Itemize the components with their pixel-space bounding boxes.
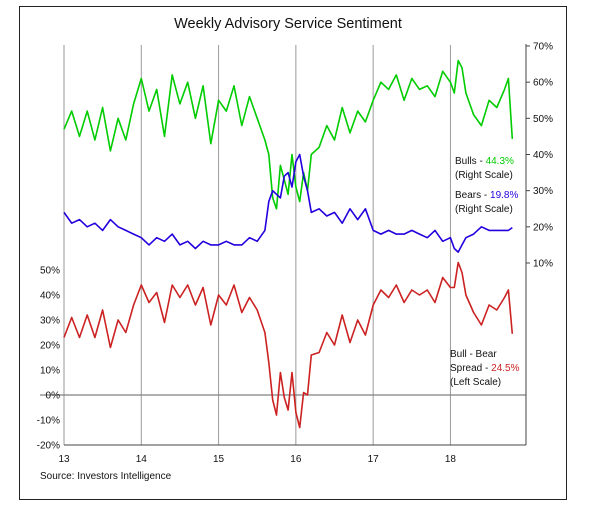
right-tick-label: 10% [533, 259, 553, 270]
x-tick-label: 14 [136, 454, 148, 465]
chart-title: Weekly Advisory Service Sentiment [174, 16, 402, 32]
chart-frame [19, 6, 567, 500]
legend: Bulls - 44.3% (Right Scale) Bears - 19.8% (… [450, 156, 520, 388]
x-tick-label: 18 [445, 454, 457, 465]
x-tick-label: 17 [368, 454, 380, 465]
legend-spread-title: Bull - Bear [450, 349, 497, 360]
legend-bulls-value: Bulls - 44.3% [455, 156, 514, 167]
x-tick-label: 16 [290, 454, 302, 465]
x-tick-label: 15 [213, 454, 225, 465]
legend-bears-value: Bears - 19.8% [455, 190, 518, 201]
left-tick-label: 40% [40, 291, 60, 302]
series-line-bulls [63, 59, 514, 210]
source-note: Source: Investors Intelligence [40, 471, 172, 482]
right-tick-label: 40% [533, 150, 553, 161]
left-tick-label: 0% [46, 391, 61, 402]
right-tick-label: 70% [533, 42, 553, 53]
left-tick-label: -20% [37, 441, 60, 452]
right-tick-label: 50% [533, 114, 553, 125]
legend-spread-value: Spread - 24.5% [450, 363, 520, 374]
right-tick-label: 20% [533, 222, 553, 233]
left-tick-label: 30% [40, 316, 60, 327]
left-tick-label: -10% [37, 416, 60, 427]
legend-bulls-scale: (Right Scale) [455, 170, 513, 181]
series-line-bears [63, 153, 513, 253]
series-line-bull-bear-spread [63, 261, 514, 429]
legend-spread-scale: (Left Scale) [450, 377, 501, 388]
left-tick-label: 20% [40, 341, 60, 352]
left-tick-label: 50% [40, 266, 60, 277]
vertical-gridlines [63, 45, 451, 445]
series-lines [63, 59, 514, 429]
chart-axes: 13 14 15 16 17 18 10% 20% 30% 40% 50% 60% 70% -20% -10… [37, 42, 553, 466]
legend-bears-scale: (Right Scale) [455, 204, 513, 215]
right-tick-label: 30% [533, 186, 553, 197]
left-tick-label: 10% [40, 366, 60, 377]
right-tick-label: 60% [533, 78, 553, 89]
x-tick-label: 13 [58, 454, 70, 465]
